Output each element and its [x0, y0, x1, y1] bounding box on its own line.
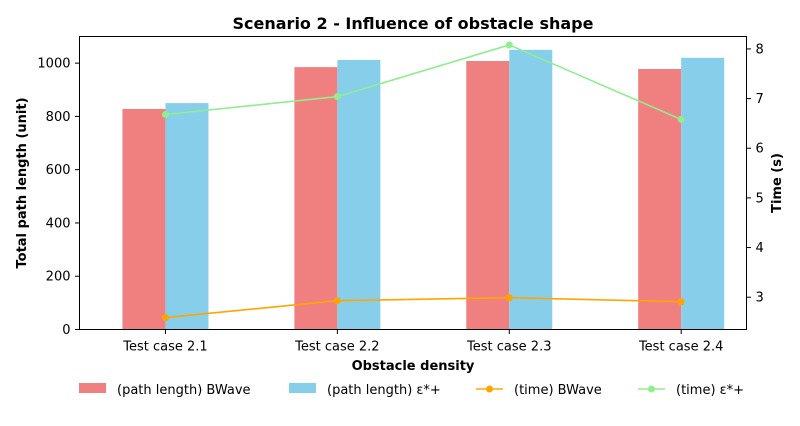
- x-axis-label: Obstacle density: [352, 359, 475, 374]
- line-time-bwave: [165, 296, 682, 319]
- bar-bwave-3: [466, 61, 510, 330]
- legend-label-epsilon-time: (time) ε*+: [676, 383, 744, 398]
- bar-bwave-4: [638, 69, 682, 330]
- x-tick-label-3: Test case 2.3: [466, 340, 551, 355]
- x-tick-label-1: Test case 2.1: [122, 340, 207, 355]
- bar-epsilon-4: [681, 57, 725, 330]
- y-tick-label-400: 400: [46, 216, 71, 231]
- y2-tick-label-8: 8: [756, 42, 764, 57]
- plot-frame: [79, 36, 747, 330]
- legend-marker-bwave-time: [486, 385, 493, 393]
- legend-swatch-epsilon-length: [289, 383, 316, 393]
- y-tick-label-1000: 1000: [37, 57, 70, 72]
- y-tick-label-200: 200: [46, 270, 71, 285]
- x-tick-label-2: Test case 2.2: [294, 340, 379, 355]
- point-time-epsilon-4: [677, 115, 685, 123]
- point-time-bwave-4: [677, 298, 685, 306]
- chart-title: Scenario 2 - Influence of obstacle shape: [233, 14, 594, 33]
- bar-epsilon-2: [337, 59, 381, 330]
- y-axis-label: Total path length (unit): [15, 97, 30, 268]
- point-time-epsilon-3: [505, 41, 513, 49]
- y2-tick-label-6: 6: [756, 142, 764, 157]
- y-tick-label-600: 600: [46, 163, 71, 178]
- legend-label-epsilon-length: (path length) ε*+: [327, 383, 441, 398]
- point-time-bwave-1: [161, 314, 169, 322]
- legend-label-bwave-length: (path length) BWave: [117, 383, 251, 398]
- y2-axis-label: Time (s): [770, 153, 785, 213]
- legend-swatch-bwave-length: [79, 383, 106, 393]
- bar-epsilon-1: [165, 103, 209, 330]
- y2-tick-label-7: 7: [756, 92, 764, 107]
- y-tick-label-800: 800: [46, 110, 71, 125]
- point-time-epsilon-1: [161, 110, 169, 118]
- y2-tick-label-3: 3: [756, 291, 764, 306]
- plot-area: [122, 41, 725, 330]
- y2-tick-label-5: 5: [756, 191, 764, 206]
- bar-epsilon-3: [509, 49, 553, 330]
- line-time-epsilon: [165, 44, 682, 121]
- x-tick-label-4: Test case 2.4: [638, 340, 723, 355]
- point-time-bwave-3: [505, 294, 513, 302]
- point-time-epsilon-2: [333, 93, 341, 101]
- bar-bwave-2: [294, 67, 338, 330]
- legend-label-bwave-time: (time) BWave: [514, 383, 602, 398]
- bar-bwave-1: [122, 108, 166, 330]
- y-tick-label-0: 0: [62, 323, 70, 338]
- point-time-bwave-2: [333, 297, 341, 305]
- y2-tick-label-4: 4: [756, 241, 764, 256]
- axes: 0 200 400 600 800 1000 3 4 5 6 7 8 Test case 2.1 Test…: [37, 42, 763, 354]
- legend: (path length) BWave (path length) ε*+ (tim…: [79, 383, 744, 398]
- legend-marker-epsilon-time: [648, 385, 655, 393]
